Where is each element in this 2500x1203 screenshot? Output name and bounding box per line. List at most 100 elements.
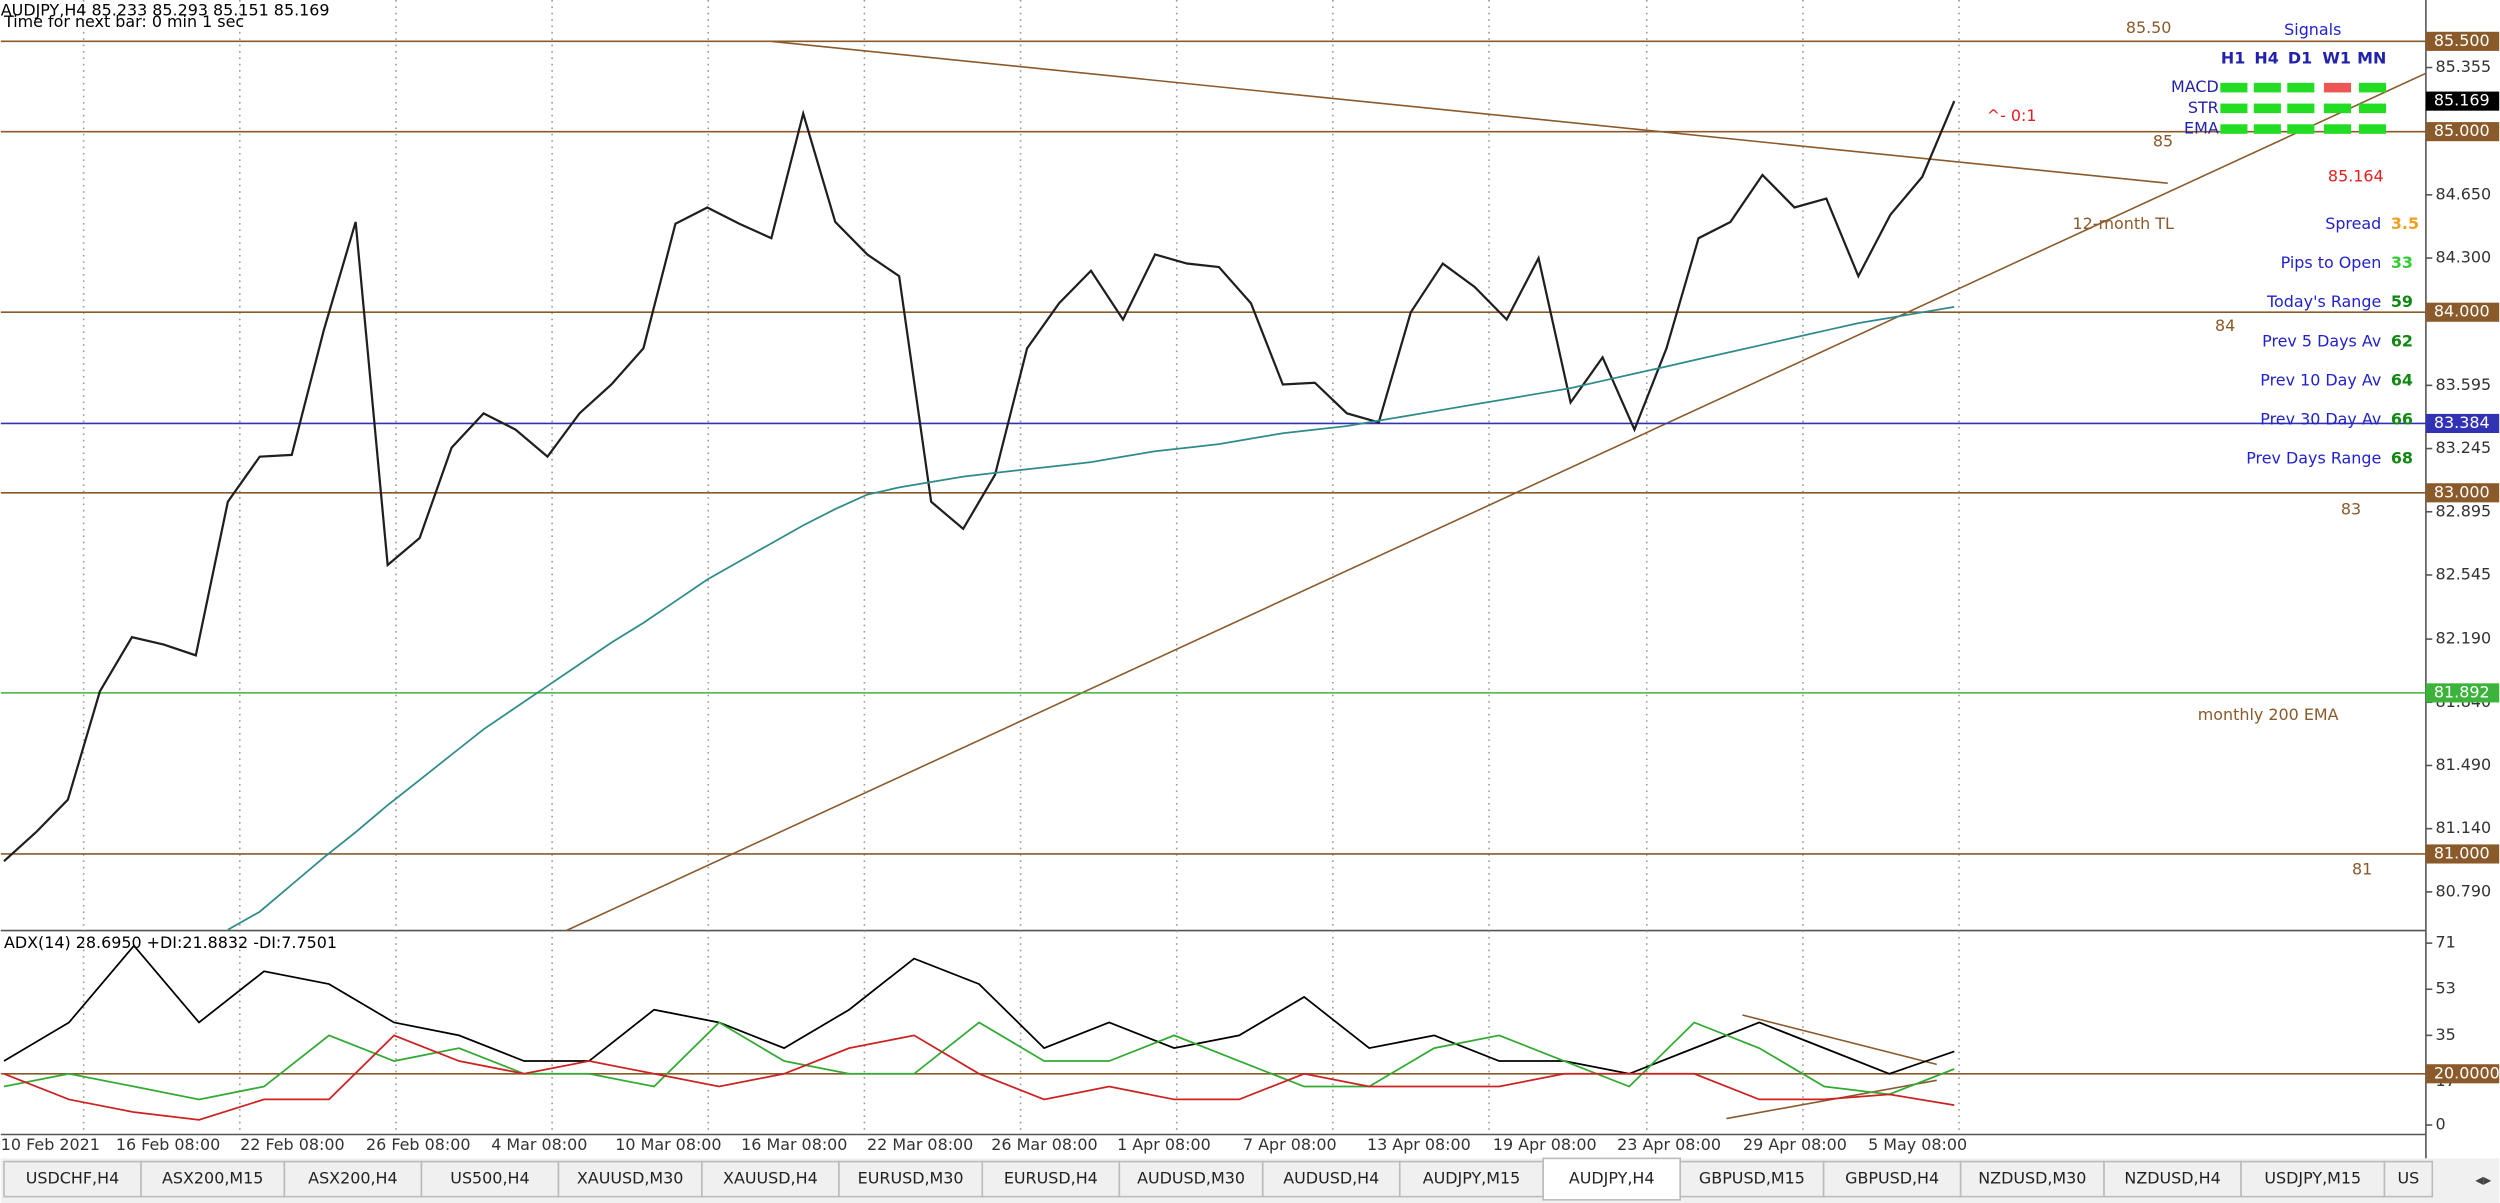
y-tick-label: 82.895 [2435, 501, 2491, 520]
signal-state [2220, 82, 2248, 93]
tab-label[interactable]: EURUSD,M30 [858, 1169, 964, 1188]
x-tick-label: 7 Apr 08:00 [1243, 1135, 1337, 1154]
annotation: 12-month TL [2072, 214, 2173, 233]
annotation: 85 [2153, 131, 2173, 150]
stat-value: 62 [2391, 331, 2413, 350]
tab-label[interactable]: US [2398, 1169, 2420, 1188]
stat-value: 68 [2391, 448, 2413, 467]
tab-label[interactable]: EURUSD,H4 [1004, 1169, 1098, 1188]
tab-label[interactable]: US500,H4 [450, 1169, 529, 1188]
x-tick-label: 19 Apr 08:00 [1493, 1135, 1597, 1154]
tab[interactable] [701, 1160, 840, 1198]
level-box [2425, 1064, 2500, 1084]
level-label: 85.169 [2434, 91, 2490, 110]
stat-label: Pips to Open [2281, 253, 2382, 272]
tab-label[interactable]: USDCHF,H4 [26, 1169, 119, 1188]
tab[interactable] [1959, 1160, 2105, 1198]
level-box [2425, 122, 2500, 142]
tab[interactable] [2240, 1160, 2386, 1198]
x-tick-label: 22 Feb 08:00 [240, 1135, 344, 1154]
signal-column: MN [2357, 48, 2386, 67]
tab[interactable] [1118, 1160, 1264, 1198]
tab-label[interactable]: GBPUSD,H4 [1845, 1169, 1939, 1188]
level-box [2425, 683, 2500, 703]
tab-label[interactable]: AUDJPY,H4 [1569, 1169, 1655, 1188]
tab-scroll[interactable]: ◂▸ [2475, 1170, 2491, 1189]
chart-title: AUDJPY,H4 85.233 85.293 85.151 85.169 [1, 1, 330, 20]
tab[interactable] [140, 1160, 286, 1198]
x-tick-label: 29 Apr 08:00 [1743, 1135, 1847, 1154]
signal-state [2358, 103, 2387, 114]
y-tick-label: 82.545 [2435, 564, 2491, 583]
signal-state [2220, 124, 2248, 134]
tab-label[interactable]: AUDUSD,M30 [1137, 1169, 1245, 1188]
x-tick-label: 5 May 08:00 [1868, 1135, 1967, 1154]
tab-label[interactable]: NZDUSD,M30 [1978, 1169, 2086, 1188]
signal-label: EMA [2184, 119, 2219, 138]
stat-value: 66 [2391, 409, 2413, 428]
tab[interactable] [1542, 1157, 1682, 1201]
series-line [3, 1034, 1955, 1121]
signal-state [2323, 103, 2352, 114]
level-label: 85.000 [2434, 121, 2490, 140]
annotation: ^- 0:1 [1987, 106, 2037, 125]
signal-column: H4 [2254, 48, 2278, 67]
tab-label[interactable]: USDJPY,M15 [2264, 1169, 2361, 1188]
x-tick-label: 16 Mar 08:00 [741, 1135, 847, 1154]
y-tick-label: 81.140 [2435, 818, 2491, 837]
tab[interactable] [2103, 1160, 2242, 1198]
tab[interactable] [420, 1160, 560, 1198]
level-label: 20.0000 [2434, 1063, 2500, 1082]
annotation: 83 [2341, 499, 2361, 518]
series-line [3, 1021, 1955, 1101]
y-tick-label: 83.245 [2435, 438, 2491, 457]
stat-label: Today's Range [2266, 292, 2381, 311]
tab[interactable] [1261, 1160, 1401, 1198]
x-tick-label: 10 Feb 2021 [1, 1135, 100, 1154]
y-tick-label: 35 [2435, 1025, 2455, 1044]
tab-label[interactable]: ASX200,M15 [162, 1169, 263, 1188]
x-tick-label: 10 Mar 08:00 [615, 1135, 721, 1154]
trendline-upper [771, 40, 2168, 185]
tab[interactable] [557, 1160, 703, 1198]
series-line [227, 306, 1955, 931]
y-tick-label: 84.650 [2435, 184, 2491, 203]
level-label: 83.384 [2434, 413, 2490, 432]
y-tick-label: 0 [2435, 1115, 2445, 1134]
x-tick-label: 22 Mar 08:00 [867, 1135, 973, 1154]
tab-label[interactable]: AUDUSD,H4 [1283, 1169, 1379, 1188]
level-box [2425, 91, 2500, 111]
tab[interactable] [2383, 1160, 2434, 1198]
level-label: 81.892 [2434, 682, 2490, 701]
y-tick-label: 53 [2435, 979, 2455, 998]
tab[interactable] [1398, 1160, 1544, 1198]
signal-state [2287, 124, 2315, 134]
tab-label[interactable]: XAUUSD,H4 [723, 1169, 818, 1188]
signal-state [2287, 103, 2315, 114]
tab[interactable] [3, 1160, 142, 1198]
tab-label[interactable]: GBPUSD,M15 [1699, 1169, 1805, 1188]
tab-label[interactable]: NZDUSD,H4 [2124, 1169, 2220, 1188]
tab-label[interactable]: AUDJPY,M15 [1423, 1169, 1521, 1188]
level-box [2425, 31, 2500, 51]
signal-label: MACD [2171, 77, 2219, 96]
x-tick-label: 13 Apr 08:00 [1367, 1135, 1471, 1154]
stat-value: 33 [2391, 253, 2413, 272]
tab-label[interactable]: ASX200,H4 [308, 1169, 397, 1188]
signal-state [2323, 124, 2352, 134]
timer: Time for next bar: 0 min 1 sec [3, 12, 244, 31]
y-tick-label: 71 [2435, 933, 2455, 952]
annotation: 85.164 [2328, 166, 2384, 185]
tab[interactable] [1679, 1160, 1825, 1198]
tab[interactable] [1822, 1160, 1962, 1198]
y-tick-label: 85.355 [2435, 57, 2491, 76]
tab-label[interactable]: XAUUSD,M30 [577, 1169, 684, 1188]
stat-label: Prev 10 Day Av [2260, 370, 2381, 389]
signal-column: W1 [2322, 48, 2351, 67]
tab[interactable] [283, 1160, 423, 1198]
trendline-12m [566, 72, 2427, 932]
annotation: monthly 200 EMA [2198, 705, 2339, 724]
level-label: 84.000 [2434, 302, 2490, 321]
signal-state [2220, 103, 2248, 114]
tab[interactable] [838, 1160, 984, 1198]
